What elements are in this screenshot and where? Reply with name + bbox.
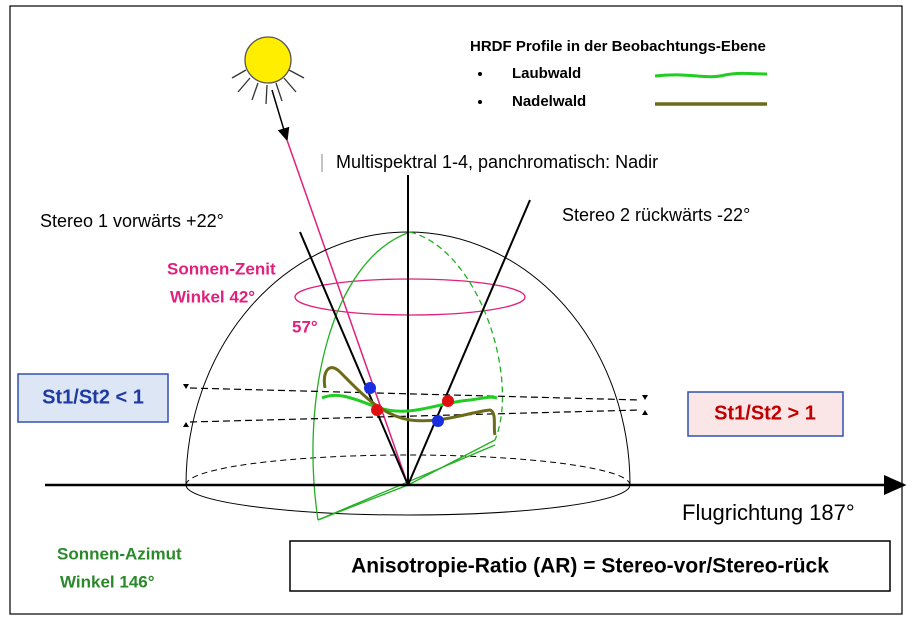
legend-swatch [655,73,767,76]
zenith-ring [295,279,525,315]
sun-zenith-label: Winkel 42° [170,287,255,306]
stereo1-line [300,232,408,485]
stereo2-line [408,200,530,485]
nadir-label: Multispektral 1-4, panchromatisch: Nadir [336,152,658,172]
sun-zenith-label: Sonnen-Zenit [167,259,276,278]
sun [232,37,304,140]
flight-label: Flugrichtung 187° [682,500,855,525]
stereo1-label: Stereo 1 vorwärts +22° [40,211,224,231]
legend-label: Nadelwald [512,93,586,110]
dome-base-front [186,485,630,515]
point [432,415,444,427]
stereo2-label: Stereo 2 rückwärts -22° [562,205,750,225]
sun-azimuth-label: Winkel 146° [60,572,155,591]
bullet [478,100,482,104]
bullet [478,72,482,76]
point [364,382,376,394]
diagram: HRDF Profile in der Beobachtungs-Ebene L… [0,0,912,622]
point [371,404,383,416]
legend-label: Laubwald [512,65,581,82]
sun-azimuth-label: Sonnen-Azimut [57,544,182,563]
ratio-label: St1/St2 < 1 [42,386,144,408]
legend-title: HRDF Profile in der Beobachtungs-Ebene [470,38,766,55]
angle-label: 57° [292,317,318,336]
ratio-label: St1/St2 > 1 [714,402,816,424]
level-lines [190,388,640,422]
formula: Anisotropie-Ratio (AR) = Stereo-vor/Ster… [351,555,829,578]
laubwald-profile [322,395,497,411]
point [442,395,454,407]
